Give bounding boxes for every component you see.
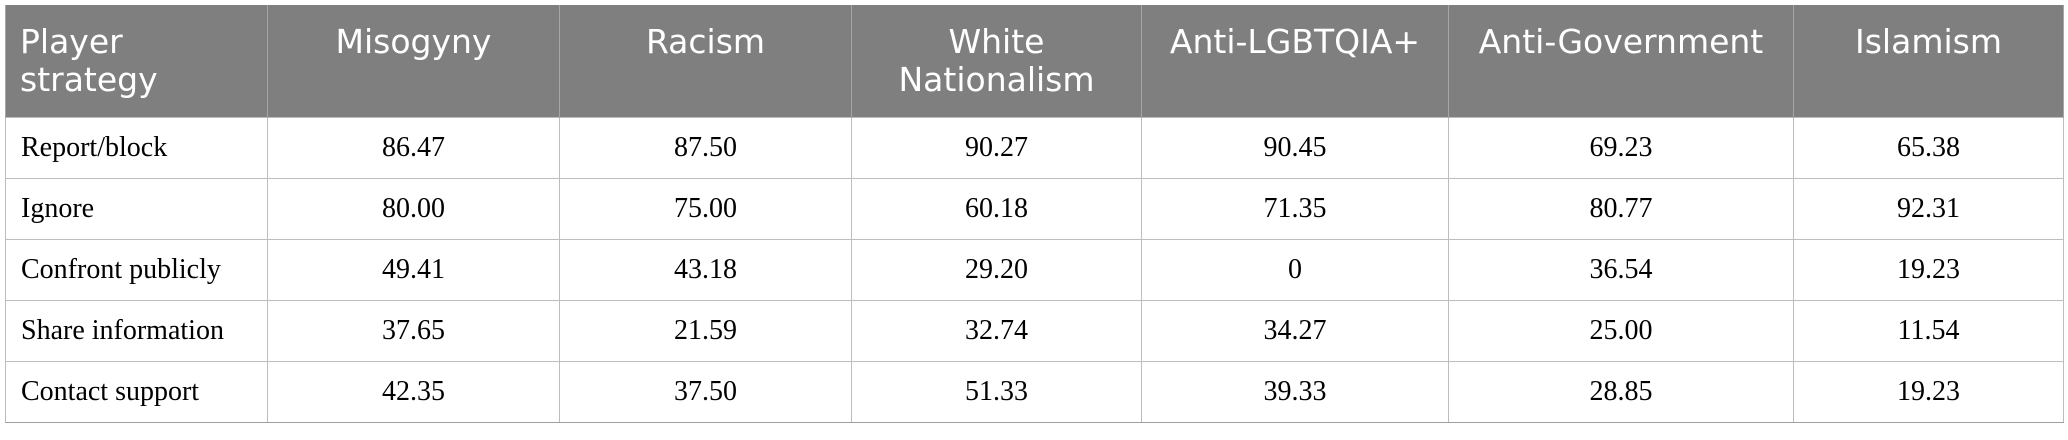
table-cell: 80.77 bbox=[1448, 177, 1794, 240]
table-cell: 29.20 bbox=[851, 238, 1142, 301]
table-cell: 51.33 bbox=[851, 360, 1142, 423]
table-cell: 71.35 bbox=[1141, 177, 1449, 240]
table-cell: 34.27 bbox=[1141, 299, 1449, 362]
row-label: Contact support bbox=[5, 360, 268, 423]
table-cell: 19.23 bbox=[1793, 238, 2064, 301]
row-label: Confront publicly bbox=[5, 238, 268, 301]
table-cell: 0 bbox=[1141, 238, 1449, 301]
table-cell: 11.54 bbox=[1793, 299, 2064, 362]
table-cell: 75.00 bbox=[559, 177, 852, 240]
table-cell: 90.45 bbox=[1141, 116, 1449, 179]
table-cell: 92.31 bbox=[1793, 177, 2064, 240]
table-cell: 69.23 bbox=[1448, 116, 1794, 179]
table-cell: 90.27 bbox=[851, 116, 1142, 179]
column-header-racism: Racism bbox=[559, 5, 852, 117]
table-cell: 21.59 bbox=[559, 299, 852, 362]
table-cell: 65.38 bbox=[1793, 116, 2064, 179]
row-label: Report/block bbox=[5, 116, 268, 179]
table-cell: 80.00 bbox=[267, 177, 560, 240]
row-label: Share information bbox=[5, 299, 268, 362]
table-cell: 37.65 bbox=[267, 299, 560, 362]
table-cell: 60.18 bbox=[851, 177, 1142, 240]
column-header-anti-lgbtqia: Anti-LGBTQIA+ bbox=[1141, 5, 1449, 117]
table-body: Report/block 86.47 87.50 90.27 90.45 69.… bbox=[5, 116, 2064, 423]
row-label: Ignore bbox=[5, 177, 268, 240]
table-cell: 28.85 bbox=[1448, 360, 1794, 423]
table-row: Contact support 42.35 37.50 51.33 39.33 … bbox=[5, 360, 2064, 423]
table-cell: 49.41 bbox=[267, 238, 560, 301]
table-cell: 32.74 bbox=[851, 299, 1142, 362]
table-row: Share information 37.65 21.59 32.74 34.2… bbox=[5, 299, 2064, 362]
column-header-player-strategy: Player strategy bbox=[5, 5, 268, 117]
table-cell: 36.54 bbox=[1448, 238, 1794, 301]
column-header-misogyny: Misogyny bbox=[267, 5, 560, 117]
header-row: Player strategy Misogyny Racism White Na… bbox=[5, 5, 2064, 117]
table-cell: 19.23 bbox=[1793, 360, 2064, 423]
column-header-islamism: Islamism bbox=[1793, 5, 2064, 117]
table-cell: 43.18 bbox=[559, 238, 852, 301]
table-row: Confront publicly 49.41 43.18 29.20 0 36… bbox=[5, 238, 2064, 301]
table-row: Ignore 80.00 75.00 60.18 71.35 80.77 92.… bbox=[5, 177, 2064, 240]
table-cell: 39.33 bbox=[1141, 360, 1449, 423]
table-row: Report/block 86.47 87.50 90.27 90.45 69.… bbox=[5, 116, 2064, 179]
table-cell: 87.50 bbox=[559, 116, 852, 179]
table-cell: 42.35 bbox=[267, 360, 560, 423]
table-cell: 37.50 bbox=[559, 360, 852, 423]
data-table: Player strategy Misogyny Racism White Na… bbox=[5, 5, 2064, 423]
table-cell: 25.00 bbox=[1448, 299, 1794, 362]
column-header-anti-government: Anti-Government bbox=[1448, 5, 1794, 117]
column-header-white-nationalism: White Nationalism bbox=[851, 5, 1142, 117]
table-cell: 86.47 bbox=[267, 116, 560, 179]
table-header: Player strategy Misogyny Racism White Na… bbox=[5, 5, 2064, 117]
